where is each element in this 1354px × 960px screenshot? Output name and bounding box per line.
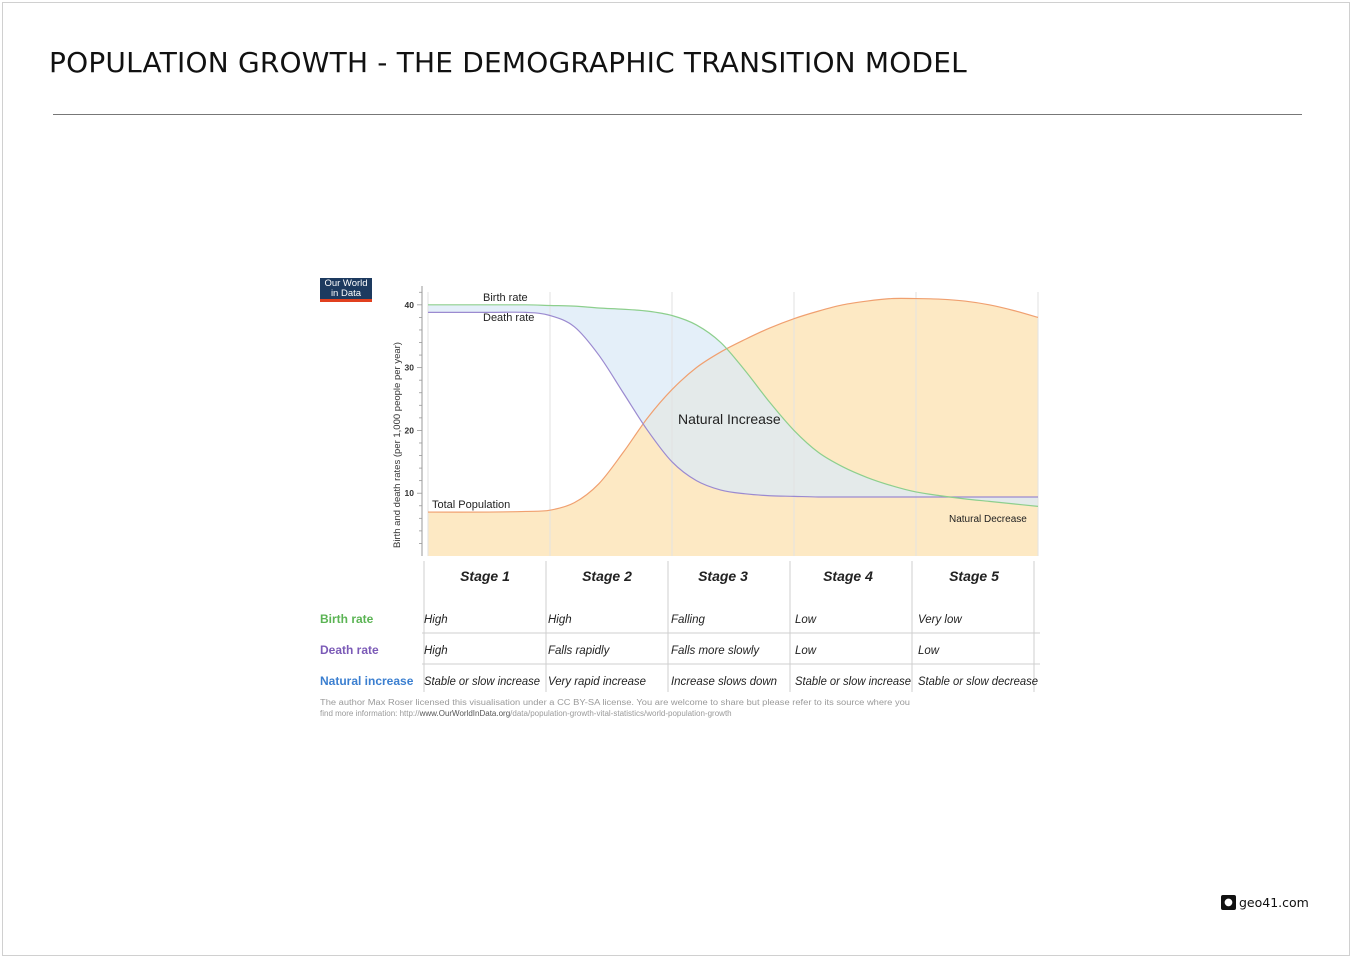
total-population-annotation: Total Population: [432, 499, 510, 511]
table-cell: Falls rapidly: [548, 645, 611, 657]
table-cell: High: [424, 614, 448, 626]
table-cell: Very rapid increase: [548, 676, 646, 688]
table-cell: Stable or slow decrease: [918, 676, 1038, 688]
credit-line-2-prefix: find more information: http://: [320, 709, 420, 718]
row-label-birth-rate: Birth rate: [320, 612, 374, 626]
title-divider: [53, 114, 1302, 115]
stage-2-label: Stage 2: [582, 568, 632, 584]
table-cell: Low: [918, 645, 940, 657]
y-tick-label: 10: [405, 488, 415, 498]
brand-text: geo41.com: [1239, 894, 1309, 910]
table-cell: High: [548, 614, 572, 626]
table-cell: Low: [795, 645, 817, 657]
natural-increase-annotation: Natural Increase: [678, 411, 781, 427]
our-world-in-data-logo: Our World in Data: [320, 278, 372, 302]
y-tick-label: 30: [405, 363, 415, 373]
map-pin-icon: ●: [1221, 894, 1236, 910]
natural-decrease-annotation: Natural Decrease: [949, 514, 1027, 525]
table-cell: Very low: [918, 614, 962, 626]
row-label-death-rate: Death rate: [320, 643, 379, 657]
death-rate-line: [428, 311, 1038, 498]
credit-line-2: find more information: http://www.OurWor…: [320, 709, 732, 718]
stage-3-label: Stage 3: [698, 568, 748, 584]
table-cell: High: [424, 645, 448, 657]
credit-line-1: The author Max Roser licensed this visua…: [320, 698, 910, 707]
stage-5-label: Stage 5: [949, 568, 999, 584]
page-title: POPULATION GROWTH - THE DEMOGRAPHIC TRAN…: [49, 46, 967, 79]
table-cell: Stable or slow increase: [424, 676, 540, 688]
birth-rate-line: [428, 304, 1039, 507]
natural-increase-area: [428, 304, 1038, 507]
y-tick-label: 40: [405, 300, 415, 310]
row-label-natural-increase: Natural increase: [320, 674, 414, 688]
stage-1-label: Stage 1: [460, 568, 510, 584]
table-cell: Increase slows down: [671, 676, 777, 688]
birth-rate-annotation: Birth rate: [483, 292, 528, 304]
brand-footer: ● geo41.com: [1221, 893, 1309, 911]
table-cell: Stable or slow increase: [795, 676, 911, 688]
y-tick-label: 20: [405, 425, 415, 435]
table-cell: Low: [795, 614, 817, 626]
total-population-line: [427, 297, 1039, 513]
death-rate-annotation: Death rate: [483, 312, 534, 324]
credit-line-2-path: /data/population-growth-vital-statistics…: [510, 709, 731, 718]
y-axis-label: Birth and death rates (per 1,000 people …: [392, 342, 403, 548]
table-cell: Falls more slowly: [671, 645, 760, 657]
table-cell: Falling: [671, 614, 705, 626]
logo-line-1: Our World: [324, 278, 368, 289]
credit-line-2-site: www.OurWorldInData.org: [419, 709, 511, 718]
demographic-transition-figure: 10 20 30 40 Birth and death rates (per 1,00…: [318, 276, 1043, 726]
stage-4-label: Stage 4: [823, 568, 873, 584]
logo-line-2: in Data: [330, 288, 362, 299]
dtm-chart: 10 20 30 40 Birth and death rates (per 1,00…: [320, 286, 1040, 718]
